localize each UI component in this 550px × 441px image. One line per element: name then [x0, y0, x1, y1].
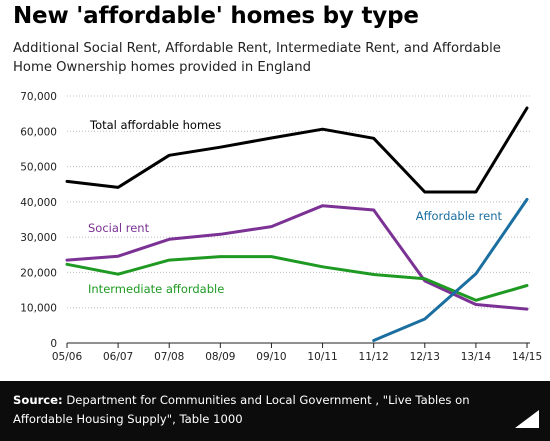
y-axis-ticks: 0 10,000 20,000 30,000 40,000 50,000 60,000 70,… [20, 91, 57, 350]
x-tick-label: 10/11 [307, 351, 337, 363]
series-line [65, 106, 529, 194]
x-tick-label: 07/08 [154, 351, 184, 363]
x-tick-label: 14/15 [512, 351, 542, 363]
x-tick-label: 05/06 [52, 351, 83, 363]
series-label: Affordable rent [416, 209, 503, 223]
source-label: Source: [13, 393, 63, 407]
y-tick-label: 40,000 [20, 197, 57, 209]
y-tick-label: 20,000 [20, 267, 57, 279]
x-axis-ticks: 05/06 06/07 07/08 08/09 09/10 10/11 11/12 12/13… [52, 343, 542, 363]
x-tick-label: 06/07 [103, 351, 133, 363]
source-note: Source: Department for Communities and L… [13, 391, 483, 429]
x-tick-label: 13/14 [461, 351, 492, 363]
grid-lines [67, 95, 530, 344]
series-line [65, 255, 529, 302]
x-tick-label: 08/09 [205, 351, 235, 363]
y-tick-label: 30,000 [20, 232, 57, 244]
series-label: Total affordable homes [89, 118, 221, 132]
y-tick-label: 70,000 [20, 91, 57, 103]
source-footer: Source: Department for Communities and L… [0, 381, 550, 441]
line-chart: 0 10,000 20,000 30,000 40,000 50,000 60,000 70,… [20, 91, 542, 363]
y-tick-label: 60,000 [20, 126, 57, 138]
series-line [372, 197, 529, 342]
x-tick-label: 11/12 [359, 351, 389, 363]
chart-title: New 'affordable' homes by type [13, 3, 419, 29]
series-lines [65, 106, 529, 342]
y-tick-label: 10,000 [20, 303, 57, 315]
full-fact-logo-icon [515, 410, 539, 428]
series-labels: Total affordable homes Social rent Interme… [88, 118, 502, 296]
y-tick-label: 0 [50, 338, 57, 350]
x-tick-label: 12/13 [410, 351, 440, 363]
series-label: Intermediate affordable [88, 282, 224, 296]
y-tick-label: 50,000 [20, 162, 57, 174]
source-text: Department for Communities and Local Gov… [13, 393, 470, 426]
x-tick-label: 09/10 [256, 351, 286, 363]
chart-subtitle: Additional Social Rent, Affordable Rent,… [13, 41, 501, 75]
series-line [65, 204, 529, 311]
series-label: Social rent [88, 221, 150, 235]
